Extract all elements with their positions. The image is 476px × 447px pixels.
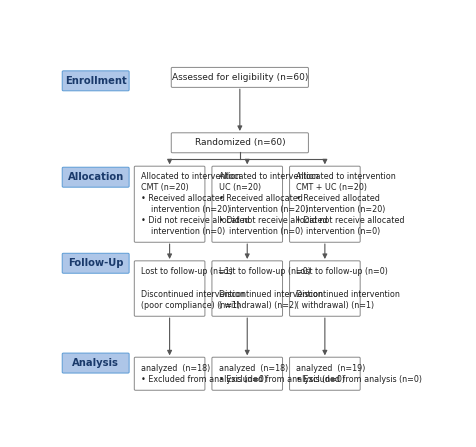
FancyBboxPatch shape [171,133,308,153]
Text: Assessed for eligibility (n=60): Assessed for eligibility (n=60) [171,73,307,82]
FancyBboxPatch shape [289,357,359,390]
FancyBboxPatch shape [211,357,282,390]
Text: Randomized (n=60): Randomized (n=60) [194,138,285,147]
FancyBboxPatch shape [289,166,359,242]
FancyBboxPatch shape [171,67,308,87]
Text: Allocated to intervention
UC (n=20)
• Received allocated
    intervention (n=20): Allocated to intervention UC (n=20) • Re… [218,172,327,236]
FancyBboxPatch shape [211,261,282,316]
FancyBboxPatch shape [134,166,205,242]
Text: Allocated to intervention
CMT (n=20)
• Received allocated
    intervention (n=20: Allocated to intervention CMT (n=20) • R… [140,172,249,236]
Text: Allocated to intervention
CMT + UC (n=20)
• Received allocated
    intervention : Allocated to intervention CMT + UC (n=20… [296,172,404,236]
FancyBboxPatch shape [62,71,129,91]
FancyBboxPatch shape [62,353,129,373]
FancyBboxPatch shape [134,261,205,316]
FancyBboxPatch shape [211,166,282,242]
Text: analyzed  (n=19)
• Excluded from analysis (n=0): analyzed (n=19) • Excluded from analysis… [296,364,421,384]
Text: analyzed  (n=18)
• Excluded from analysis (n=0): analyzed (n=18) • Excluded from analysis… [140,364,267,384]
FancyBboxPatch shape [62,167,129,187]
Text: Enrollment: Enrollment [65,76,126,86]
Text: Follow-Up: Follow-Up [68,258,123,268]
FancyBboxPatch shape [134,357,205,390]
Text: Lost to follow-up (n=1)

Discontinued intervention
(poor compliance) (n=1): Lost to follow-up (n=1) Discontinued int… [140,267,244,310]
Text: Allocation: Allocation [68,172,124,182]
FancyBboxPatch shape [289,261,359,316]
Text: Analysis: Analysis [72,358,119,368]
Text: analyzed  (n=18)
• Excluded from analysis (n=0): analyzed (n=18) • Excluded from analysis… [218,364,344,384]
FancyBboxPatch shape [62,253,129,273]
Text: Lost to follow-up (n=0)

Discontinued intervention
( withdrawal) (n=1): Lost to follow-up (n=0) Discontinued int… [296,267,399,310]
Text: Lost to follow-up (n=0)

Discontinued intervention
( withdrawal) (n=2): Lost to follow-up (n=0) Discontinued int… [218,267,322,310]
